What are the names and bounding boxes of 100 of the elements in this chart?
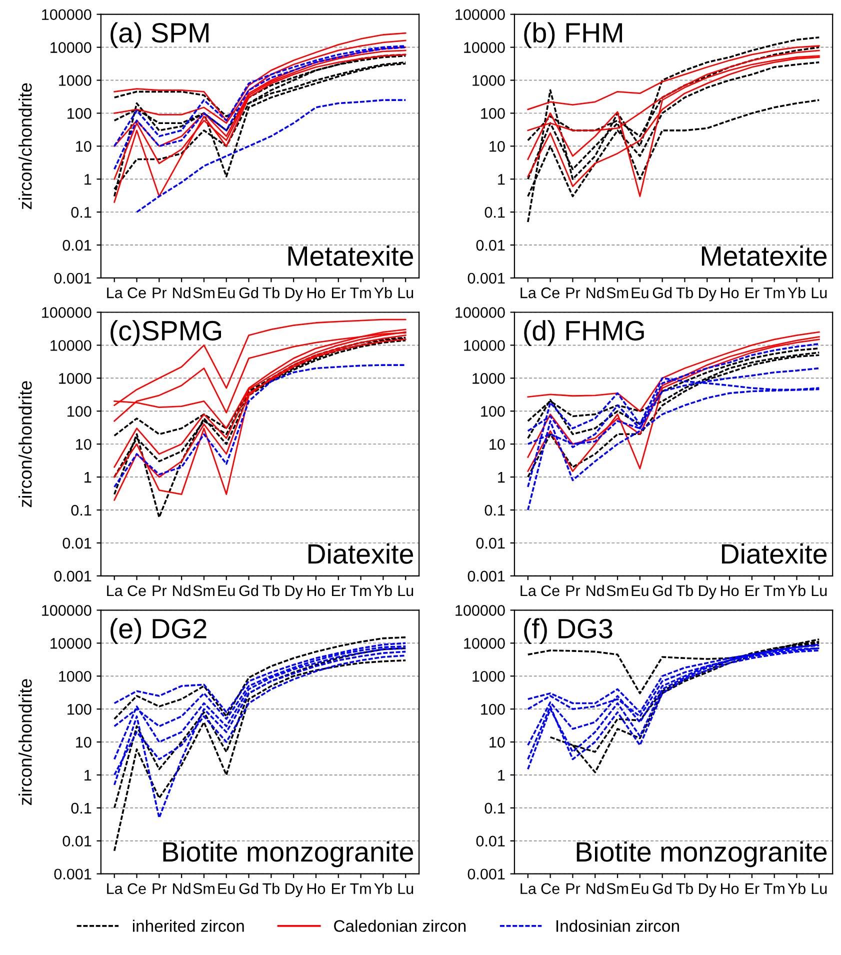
x-tick-label: Eu	[218, 288, 235, 298]
chart-title: (a) SPM	[110, 22, 208, 48]
y-tick-label: 1	[498, 770, 505, 780]
x-tick-label: Sm	[606, 287, 628, 298]
y-tick-label: 0.1	[71, 206, 92, 218]
y-tick-label: 0.01	[476, 538, 505, 549]
y-tick-label: 0.1	[71, 802, 92, 814]
x-tick-label: Er	[332, 883, 346, 894]
x-tick-label: Dy	[699, 585, 716, 600]
y-tick-label: 1000	[472, 373, 505, 384]
chart-title: (d) FHMG	[524, 320, 644, 346]
y-tick-label: 100	[481, 406, 505, 417]
x-tick-label: Yb	[374, 287, 392, 298]
x-tick-label: Pr	[566, 585, 580, 596]
x-tick-label: Dy	[286, 883, 303, 898]
y-tick-label: 0.001	[468, 868, 505, 880]
y-tick-label: 1000	[472, 670, 505, 682]
y-tick-label: 100	[68, 406, 92, 417]
y-tick-label: 0.1	[484, 504, 505, 516]
y-tick-label: 0.001	[468, 272, 505, 284]
y-tick-label: 10000	[50, 42, 92, 53]
x-tick-label: Lu	[398, 288, 414, 298]
annotation: Biotite monzogranite	[163, 841, 414, 868]
x-tick-label: Eu	[632, 585, 648, 596]
chart-title: (c)SPMG	[110, 320, 221, 346]
x-tick-label: Tm	[764, 585, 784, 596]
y-tick-label: 100	[68, 108, 92, 119]
x-tick-label: Eu	[218, 883, 235, 894]
x-tick-label: La	[520, 883, 536, 894]
x-tick-label: Sm	[193, 883, 214, 894]
x-tick-label: Ho	[721, 585, 739, 596]
x-tick-label: Tm	[350, 288, 371, 298]
y-tick-label: 0.001	[468, 570, 505, 582]
y-tick-label: 100	[481, 108, 505, 119]
x-tick-label: Er	[746, 585, 760, 596]
x-tick-label: La	[520, 288, 536, 298]
x-tick-label: Sm	[606, 585, 628, 596]
x-tick-label: Tb	[676, 584, 694, 596]
y-tick-label: 10	[76, 736, 92, 748]
y-tick-label: 100000	[42, 605, 92, 616]
legend-label: inherited zircon	[132, 920, 244, 932]
y-tick-label: 1	[498, 472, 505, 483]
y-tick-label: 100	[68, 704, 92, 715]
y-tick-label: 1	[84, 770, 92, 780]
y-tick-label: 10000	[464, 42, 505, 53]
y-tick-label: 1	[498, 174, 505, 185]
x-tick-label: Lu	[398, 585, 414, 596]
annotation: Metatexite	[702, 245, 827, 266]
legend-label: Caledonian zircon	[334, 920, 466, 932]
x-tick-label: Dy	[699, 883, 716, 898]
chart-title: (e) DG2	[110, 618, 206, 644]
x-tick-label: Er	[746, 288, 760, 298]
x-tick-label: Gd	[652, 287, 672, 298]
x-tick-label: Yb	[788, 882, 806, 894]
y-tick-label: 1	[84, 174, 92, 185]
y-tick-label: 10000	[50, 340, 92, 351]
x-tick-label: Nd	[173, 584, 190, 596]
x-tick-label: Ce	[541, 883, 560, 894]
x-tick-label: Nd	[586, 882, 604, 894]
y-tick-label: 0.01	[476, 240, 505, 251]
y-tick-label: 100000	[42, 9, 92, 20]
x-tick-label: Ce	[128, 287, 146, 298]
x-tick-label: Dy	[286, 288, 303, 302]
x-tick-label: Nd	[173, 882, 190, 894]
y-tick-label: 10	[490, 438, 505, 450]
x-tick-label: Pr	[152, 288, 167, 298]
y-tick-label: 0.1	[71, 504, 92, 516]
y-tick-label: 100	[481, 704, 505, 715]
x-tick-label: Ce	[128, 883, 146, 894]
x-tick-label: Lu	[398, 883, 414, 894]
x-tick-label: Tb	[676, 882, 694, 894]
x-tick-label: Ho	[307, 288, 326, 298]
x-tick-label: Gd	[652, 882, 672, 894]
x-tick-label: Nd	[586, 287, 604, 298]
x-tick-label: Eu	[632, 883, 648, 894]
y-tick-label: 0.001	[54, 570, 92, 582]
x-tick-label: Tm	[350, 883, 371, 894]
y-tick-label: 10000	[464, 638, 505, 649]
y-tick-label: 1000	[472, 75, 505, 86]
x-tick-label: Lu	[812, 585, 827, 596]
x-tick-label: Pr	[152, 585, 167, 596]
x-tick-label: Ho	[307, 585, 326, 596]
y-tick-label: 0.001	[54, 272, 92, 284]
x-tick-label: Er	[746, 883, 760, 894]
chart-title: (f) DG3	[524, 618, 612, 644]
y-axis-title: zircon/chondrite	[18, 83, 32, 210]
x-tick-label: La	[107, 883, 123, 894]
chart-title: (b) FHM	[524, 22, 622, 48]
x-tick-label: Ho	[721, 883, 739, 894]
y-tick-label: 100000	[456, 307, 505, 318]
x-tick-label: La	[520, 585, 536, 596]
x-tick-label: Gd	[239, 882, 258, 894]
y-tick-label: 0.01	[476, 836, 505, 847]
x-tick-label: Sm	[193, 287, 214, 298]
y-tick-label: 0.1	[484, 802, 505, 814]
x-tick-label: Nd	[586, 584, 604, 596]
x-tick-label: Gd	[239, 287, 258, 298]
x-tick-label: Eu	[632, 288, 648, 298]
x-tick-label: Ce	[541, 585, 560, 596]
x-tick-label: Pr	[152, 883, 167, 894]
